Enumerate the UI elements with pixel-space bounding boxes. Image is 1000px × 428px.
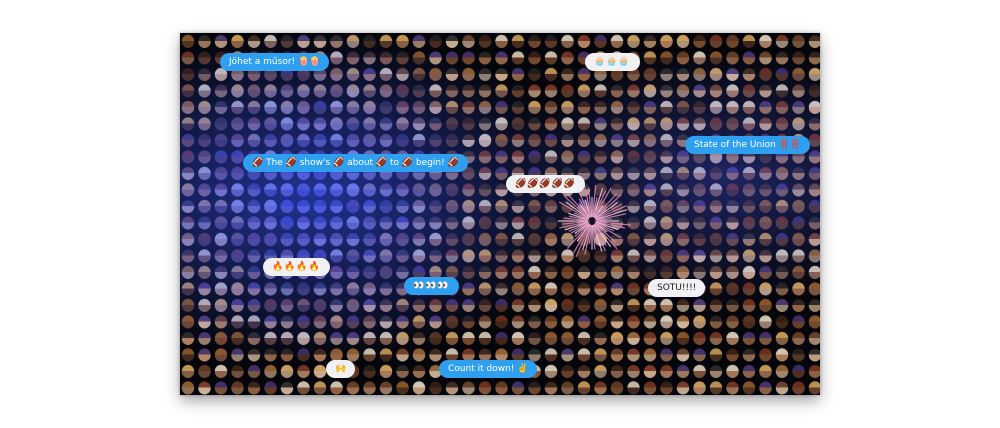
message-text: Jöhet a műsor! 🍿🍿 (229, 57, 321, 67)
firework-spark (568, 222, 589, 232)
firework-spark (573, 212, 589, 220)
message-bubble-fires: 🔥🔥🔥🔥 (263, 258, 330, 276)
firework-spark (591, 224, 596, 250)
firework-spark (592, 224, 598, 244)
message-text: 🙌 (335, 364, 347, 374)
message-text: 👀👀👀 (413, 281, 450, 291)
firework-spark (582, 224, 592, 251)
firework-spark (565, 201, 590, 220)
firework-spark (595, 205, 627, 220)
message-text: 🏈🏈🏈🏈🏈 (515, 179, 577, 189)
message-text: Count it down! ✌️ (448, 364, 529, 374)
firework-spark (579, 203, 591, 219)
firework-spark (562, 220, 589, 225)
firework-spark (592, 188, 604, 218)
firework-spark (592, 224, 603, 252)
firework-spark (595, 222, 615, 232)
message-text: 🏈 The 🏈 show's 🏈 about 🏈 to 🏈 begin! 🏈 (252, 158, 459, 168)
firework-spark (563, 217, 589, 222)
firework-spark (595, 203, 623, 220)
firework-spark (573, 224, 591, 254)
message-text: SOTU!!!! (657, 283, 697, 293)
firework-spark (595, 221, 619, 231)
firework-spark (595, 209, 628, 221)
firework-burst (557, 184, 632, 258)
firework-spark (568, 212, 589, 221)
message-bubble-cupcakes: 🧁🧁🧁 (585, 53, 640, 71)
firework-spark (595, 221, 626, 229)
firework-spark (576, 223, 591, 242)
firework-spark (593, 224, 607, 246)
firework-spark (593, 224, 606, 252)
blue-glow-right (180, 33, 820, 395)
firework-spark (583, 184, 592, 218)
firework-spark (575, 224, 591, 258)
message-text: 🧁🧁🧁 (594, 57, 631, 67)
firework-spark (595, 213, 627, 221)
message-bubble-footballs: 🏈🏈🏈🏈🏈 (506, 175, 586, 193)
message-bubble-eyes: 👀👀👀 (404, 277, 459, 295)
firework-spark (591, 184, 597, 218)
firework-spark (565, 192, 590, 219)
firework-spark (595, 222, 622, 239)
firework-spark (593, 223, 612, 248)
firework-spark (589, 224, 593, 244)
firework-spark (593, 204, 604, 219)
firework-spark (563, 195, 590, 219)
memoji-video-frame: Jöhet a műsor! 🍿🍿 🧁🧁🧁 State of the Union… (180, 33, 820, 395)
firework-spark (594, 222, 608, 233)
firework-spark (595, 220, 632, 226)
message-bubble-count-down: Count it down! ✌️ (439, 360, 538, 378)
firework-spark (566, 223, 590, 249)
message-bubble-sotu: SOTU!!!! (648, 279, 706, 297)
firework-spark (574, 223, 590, 238)
firework-spark (594, 201, 619, 220)
firework-spark (584, 199, 592, 218)
firework-spark (574, 222, 590, 235)
firework-spark (569, 215, 589, 221)
firework-spark (564, 221, 589, 231)
firework-spark (595, 218, 613, 222)
message-bubble-jovet: Jöhet a műsor! 🍿🍿 (220, 53, 330, 71)
firework-spark (592, 196, 598, 218)
message-bubble-state-of-union: State of the Union ‼️‼️ (685, 136, 811, 154)
message-text: 🔥🔥🔥🔥 (272, 262, 321, 272)
firework-spark (584, 224, 592, 255)
firework-spark (577, 189, 591, 218)
firework-spark (593, 187, 612, 218)
firework-spark (594, 223, 618, 250)
firework-spark (594, 223, 617, 243)
firework-spark (559, 221, 589, 229)
firework-spark (570, 222, 589, 234)
firework-spark (587, 187, 593, 218)
firework-spark (578, 198, 591, 218)
firework-spark (594, 194, 622, 219)
message-bubble-show-about-begin: 🏈 The 🏈 show's 🏈 about 🏈 to 🏈 begin! 🏈 (243, 154, 468, 172)
firework-spark (594, 193, 618, 219)
firework-spark (593, 190, 607, 218)
message-text: State of the Union ‼️‼️ (694, 140, 802, 150)
memoji-wall (180, 33, 820, 395)
firework-spark (558, 201, 589, 220)
message-bubble-hands: 🙌 (326, 360, 356, 378)
